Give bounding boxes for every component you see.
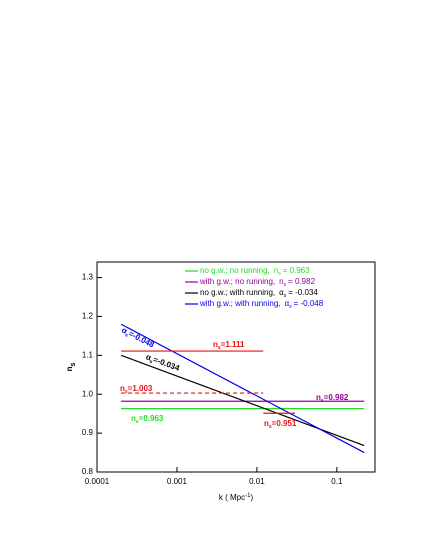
y-tick-label: 0.9 — [82, 428, 94, 437]
annotation: ns=0.982 — [316, 393, 349, 404]
annotation-sym: α — [145, 352, 153, 362]
y-tick-label: 1.0 — [82, 389, 94, 398]
legend-sub: s — [284, 293, 287, 299]
y-tick-label: 1.3 — [82, 273, 94, 282]
legend-label: with g.w.; no running, ns = 0.982 — [199, 277, 316, 288]
legend-value: = 0.982 — [288, 277, 315, 286]
legend-sub: s — [289, 304, 292, 310]
annotation-text: =-0.034 — [152, 355, 181, 373]
annotation-sym: n — [264, 419, 269, 428]
annotation: ns=1.003 — [120, 384, 153, 395]
annotation-sub: s — [269, 424, 272, 430]
legend-name: no g.w.; with running, — [200, 288, 275, 297]
annotation: ns=0.951 — [264, 419, 297, 430]
x-label-text: k ( Mpc — [219, 493, 245, 502]
annotation-text: =-0.048 — [127, 329, 156, 350]
y-label-text: n — [65, 366, 74, 371]
legend-label: no g.w.; no running, ns = 0.963 — [200, 266, 310, 277]
legend-sub: s — [278, 271, 281, 277]
annotation: ns=1.111 — [213, 340, 245, 351]
legend-name: no g.w.; no running, — [200, 266, 270, 275]
y-tick-label: 1.1 — [82, 350, 94, 359]
x-tick-label: 0.01 — [249, 477, 265, 486]
annotation-sym: α — [120, 326, 129, 336]
legend-value: = 0.963 — [283, 266, 310, 275]
annotation-sub: s — [218, 345, 221, 351]
annotation-sym: n — [213, 340, 218, 349]
legend-sym: α — [279, 288, 284, 297]
annotation-text: =0.982 — [324, 393, 349, 402]
x-tick-label: 0.001 — [167, 477, 188, 486]
annotation-text: =0.951 — [272, 419, 297, 428]
y-label-sub: s — [70, 363, 77, 367]
legend-label: no g.w.; with running, αs = -0.034 — [200, 288, 318, 299]
x-tick-label: 0.0001 — [85, 477, 110, 486]
series-line — [120, 323, 365, 454]
legend-sub: s — [284, 282, 287, 288]
legend-sym: n — [274, 266, 278, 275]
annotation-sub: s — [148, 359, 153, 366]
legend-sym: n — [279, 277, 283, 286]
annotation: αs=-0.048 — [119, 326, 156, 352]
legend-name: with g.w.; with running, — [199, 299, 280, 308]
annotation: ns=0.963 — [131, 414, 164, 425]
annotation-text: =1.003 — [128, 384, 153, 393]
x-tick-label: 0.1 — [331, 477, 343, 486]
annotation-sub: s — [125, 389, 128, 395]
annotation: αs=-0.034 — [144, 352, 181, 375]
annotation-sym: n — [120, 384, 125, 393]
x-axis-label: k ( Mpc-1) — [219, 493, 254, 503]
legend-sym: α — [284, 299, 289, 308]
annotation-sym: n — [131, 414, 136, 423]
annotation-sub: s — [136, 419, 139, 425]
y-tick-label: 0.8 — [82, 467, 94, 476]
annotation-sym: n — [316, 393, 321, 402]
legend-label: with g.w.; with running, αs = -0.048 — [199, 299, 324, 310]
annotation-text: =0.963 — [139, 414, 164, 423]
x-label-end: ) — [250, 493, 253, 502]
x-label-sup: -1 — [245, 493, 251, 499]
annotation-text: =1.111 — [221, 340, 245, 349]
plot-frame — [96, 261, 376, 473]
legend-name: with g.w.; no running, — [199, 277, 275, 286]
y-tick-label: 1.2 — [82, 312, 94, 321]
legend-value: = -0.048 — [294, 299, 324, 308]
annotation-sub: s — [321, 398, 324, 404]
legend-value: = -0.034 — [288, 288, 318, 297]
annotation-sub: s — [124, 333, 129, 340]
y-axis-label: ns — [65, 363, 77, 372]
